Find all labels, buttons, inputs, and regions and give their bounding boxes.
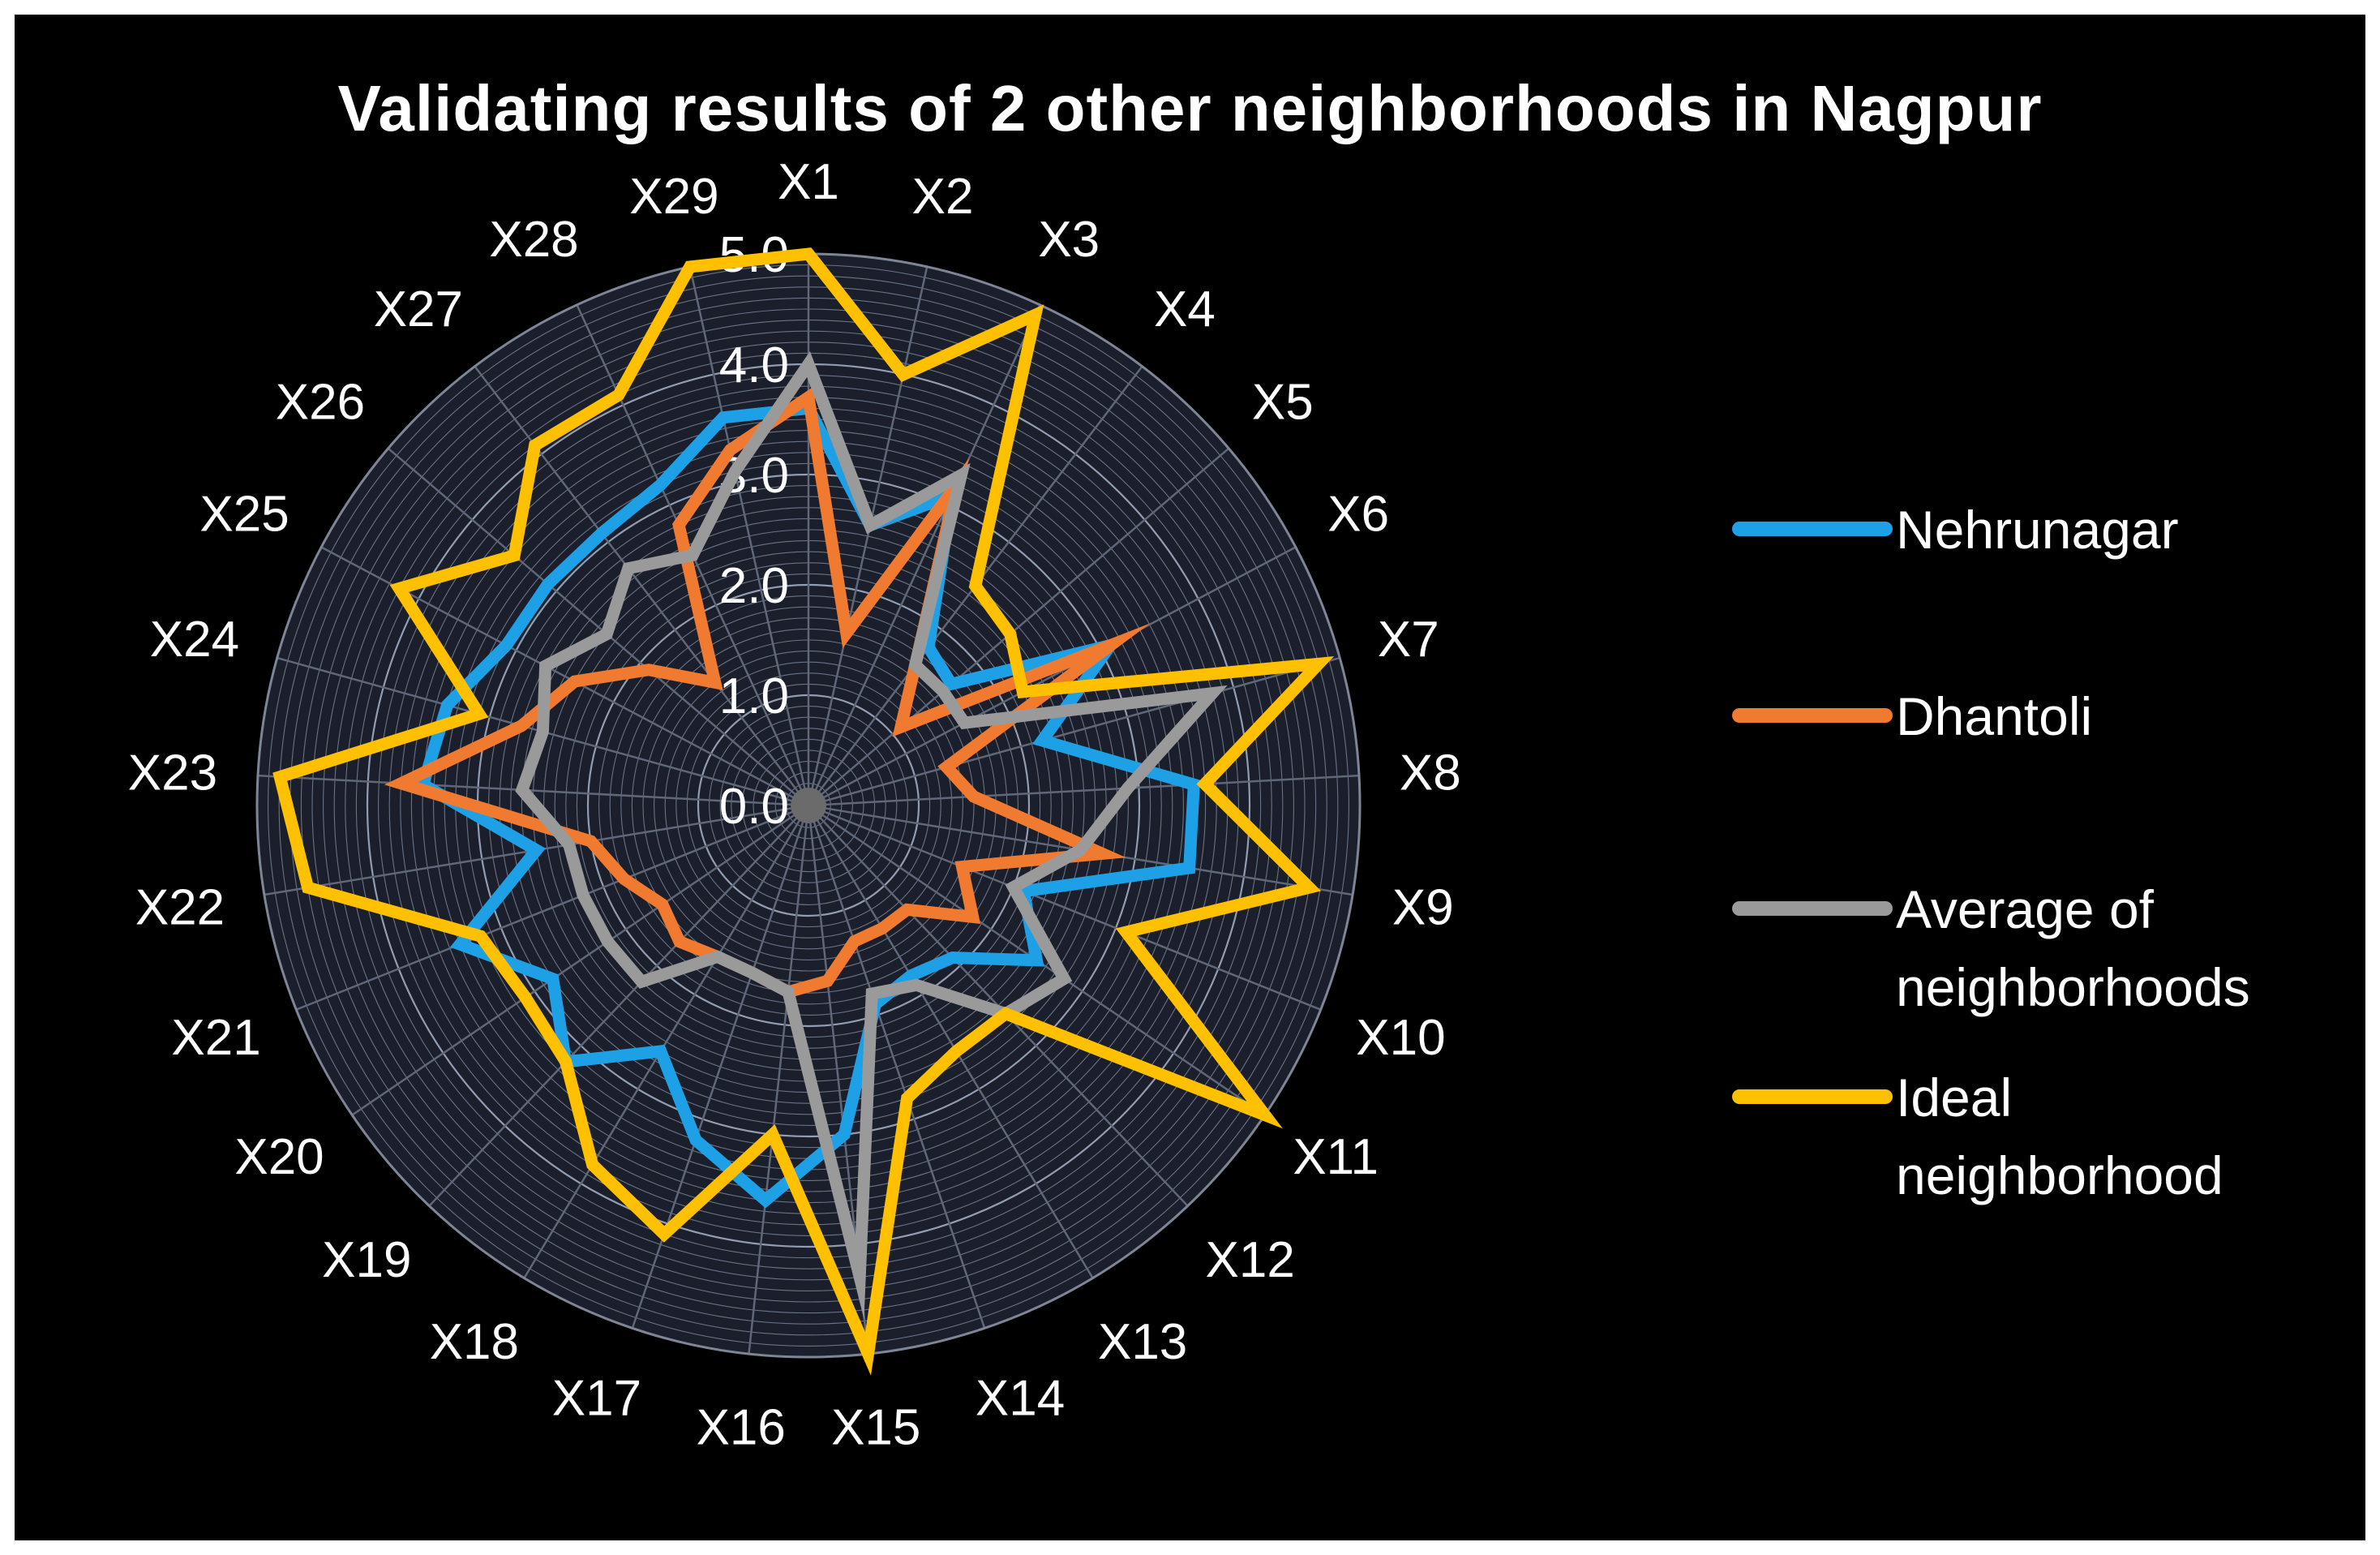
grid-spoke — [808, 774, 1360, 807]
legend-item: Average of neighborhoods — [1732, 879, 2250, 1017]
category-label-x12: X12 — [1206, 1232, 1295, 1288]
category-label-x5: X5 — [1252, 375, 1314, 431]
category-label-x16: X16 — [697, 1399, 786, 1455]
category-label-x20: X20 — [234, 1129, 324, 1185]
category-label-x9: X9 — [1392, 880, 1454, 936]
category-label-x13: X13 — [1098, 1314, 1187, 1370]
grid-spoke — [523, 805, 810, 1279]
grid-spoke — [295, 804, 809, 1011]
grid-spoke — [387, 447, 809, 806]
legend-label: Nehrunagar — [1896, 500, 2179, 560]
legend-label: neighborhood — [1896, 1145, 2223, 1205]
category-label-x21: X21 — [171, 1010, 260, 1066]
legend-item: Nehrunagar — [1732, 500, 2179, 560]
grid-spoke — [688, 266, 810, 806]
category-label-x11: X11 — [1293, 1129, 1379, 1185]
category-label-x26: X26 — [276, 375, 365, 431]
category-label-x2: X2 — [912, 169, 974, 225]
legend-item: Ideal neighborhood — [1732, 1067, 2223, 1205]
category-label-x3: X3 — [1038, 212, 1100, 268]
chart-title: Validating results of 2 other neighborho… — [337, 72, 2043, 144]
radial-tick-label: 1.0 — [719, 668, 789, 724]
category-label-x27: X27 — [374, 281, 463, 337]
category-label-x10: X10 — [1356, 1010, 1445, 1066]
category-label-x25: X25 — [199, 486, 289, 542]
category-label-x15: X15 — [831, 1399, 920, 1455]
category-label-x14: X14 — [976, 1371, 1065, 1427]
legend-item: Dhantoli — [1732, 686, 2092, 746]
category-label-x24: X24 — [150, 612, 239, 668]
grid-spoke — [808, 546, 1297, 807]
category-label-x1: X1 — [778, 154, 839, 210]
legend: Nehrunagar Dhantoli Average of neighborhood… — [1732, 500, 2250, 1205]
category-label-x4: X4 — [1154, 281, 1216, 337]
series-lines — [272, 247, 1335, 1376]
category-label-x23: X23 — [128, 745, 217, 801]
category-label-x6: X6 — [1327, 486, 1389, 542]
radial-tick-label: 2.0 — [719, 558, 789, 614]
series-line-3 — [515, 350, 1228, 1320]
category-label-x19: X19 — [322, 1232, 411, 1288]
series-line-2 — [384, 387, 1151, 999]
grid-spoke — [807, 304, 1041, 806]
grid-spoke — [257, 774, 809, 807]
grid-spoke — [808, 804, 1322, 1011]
category-label-x28: X28 — [489, 212, 578, 268]
grid-spoke — [351, 804, 809, 1116]
legend-label: Average of — [1896, 879, 2155, 939]
radar-grid — [255, 252, 1362, 1359]
grid-spoke — [631, 805, 810, 1329]
category-label-x17: X17 — [552, 1371, 641, 1427]
radial-tick-label: 0.0 — [719, 779, 789, 835]
legend-label: Ideal — [1896, 1067, 2012, 1128]
radial-tick-labels: 0.01.02.03.04.05.0 — [719, 227, 789, 835]
category-label-x18: X18 — [430, 1314, 519, 1370]
legend-label: neighborhoods — [1896, 957, 2250, 1017]
radial-tick-label: 4.0 — [719, 337, 789, 393]
category-label-x8: X8 — [1400, 745, 1461, 801]
category-label-x29: X29 — [629, 169, 718, 225]
grid-spoke — [807, 266, 928, 806]
grid-spoke — [807, 805, 986, 1329]
grid-spoke — [808, 447, 1230, 806]
category-label-x22: X22 — [135, 880, 225, 936]
grid-spoke — [807, 805, 1094, 1279]
series-line-4 — [272, 247, 1335, 1376]
category-label-x7: X7 — [1378, 612, 1439, 668]
grid-spoke — [808, 656, 1340, 807]
center-hub — [791, 788, 826, 823]
legend-label: Dhantoli — [1896, 686, 2092, 746]
grid-spoke — [748, 805, 810, 1355]
grid-spoke — [474, 365, 809, 806]
grid-spoke — [428, 805, 809, 1207]
